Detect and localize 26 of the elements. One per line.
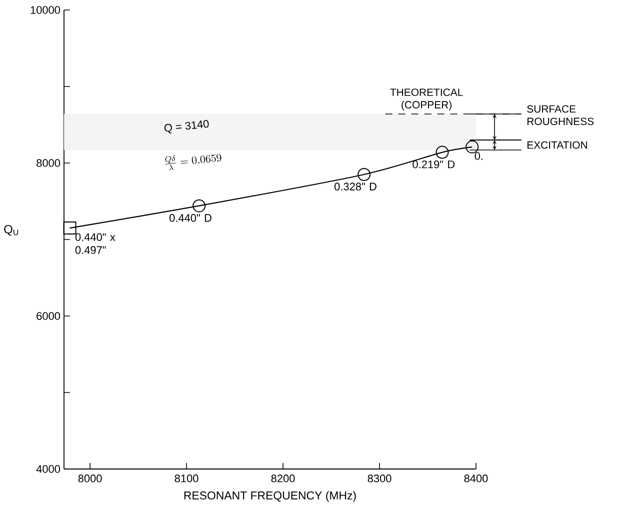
annotation: 0.440" x 0.497": [75, 233, 116, 254]
ref-line-label: THEORETICAL (COPPER): [390, 88, 463, 111]
y-tick-label: 10000: [30, 6, 60, 14]
annotation: Q = 3140: [164, 120, 209, 134]
y-tick-label: 4000: [36, 465, 60, 473]
point: [466, 140, 479, 154]
annotation: 0.: [474, 152, 482, 160]
point: [436, 146, 449, 159]
band-label: EXCITATION: [528, 141, 588, 149]
x-tick-label: 8400: [464, 474, 488, 482]
annotation: $\frac{Q\delta}{\lambda} = 0.0659$: [165, 154, 222, 170]
y-tick-label: 8000: [36, 159, 60, 167]
annotation: 0.219" D: [412, 160, 455, 168]
point: [192, 199, 206, 212]
point: [63, 222, 76, 235]
band-label: SURFACE ROUGHNESS: [527, 105, 594, 126]
y-tick-label: 6000: [36, 312, 60, 320]
x-tick-label: 8100: [174, 474, 198, 482]
annotation: 0.440" D: [170, 214, 212, 222]
x-tick-label: 8300: [368, 474, 392, 482]
x-axis-title: RESONANT FREQUENCY (MHz): [184, 491, 356, 502]
y-axis-title: Q$_{U}$: [4, 225, 18, 236]
point: [358, 168, 371, 181]
x-tick-label: 8000: [78, 474, 102, 482]
annotation: 0.328" D: [334, 182, 376, 190]
x-tick-label: 8200: [271, 474, 295, 482]
